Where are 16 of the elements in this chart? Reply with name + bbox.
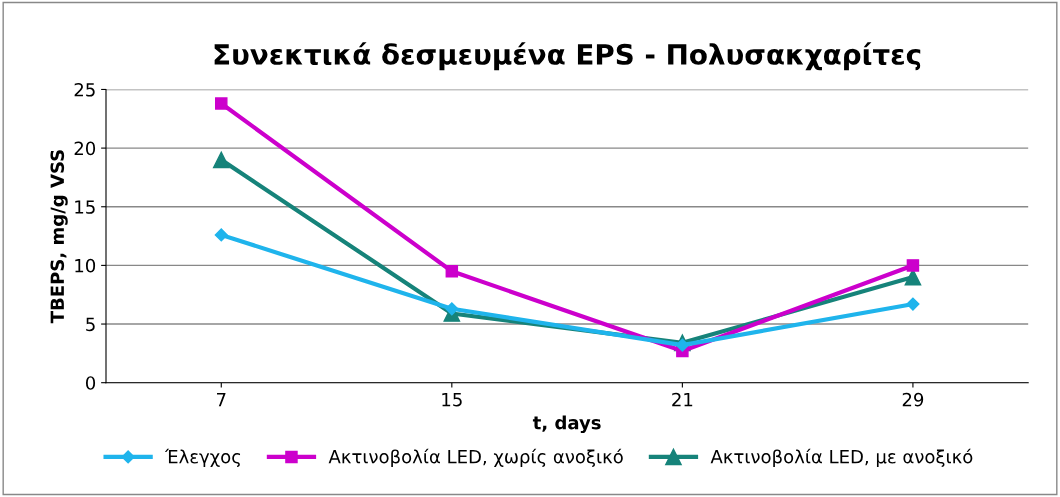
y-tick-label: 5 [86, 317, 95, 332]
x-tick-label: 21 [672, 392, 693, 407]
y-tick-label: 20 [74, 141, 96, 156]
x-axis-title: t, days [532, 415, 601, 434]
x-tick-label: 15 [442, 392, 462, 407]
legend-label: Ακτινοβολία LED, χωρίς ανοξικό [328, 448, 623, 468]
x-tick-label: 29 [902, 392, 924, 407]
legend-label: Έλεγχος [164, 448, 241, 468]
x-tick-label: 7 [217, 392, 226, 407]
y-tick-label: 10 [75, 258, 96, 273]
y-axis-title: TBEPS, mg/g VSS [50, 150, 68, 324]
y-tick-label: 25 [74, 82, 95, 97]
y-tick-label: 0 [85, 376, 96, 390]
legend-label: Ακτινοβολία LED, με ανοξικό [710, 448, 973, 468]
chart-title: Συνεκτικά δεσμευμένα EPS - Πολυσακχαρίτες [214, 42, 921, 71]
y-tick-label: 15 [75, 200, 95, 214]
